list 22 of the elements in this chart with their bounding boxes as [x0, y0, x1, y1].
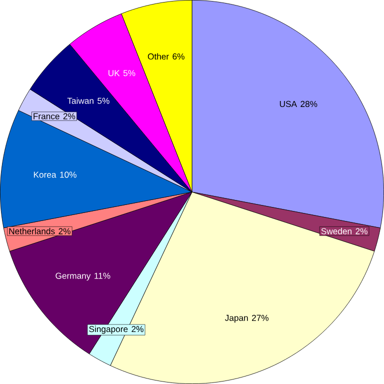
data-label: 5% — [123, 70, 136, 76]
data-label: 2% — [356, 228, 368, 234]
data-label: 2% — [132, 326, 144, 332]
data-label: 5% — [98, 98, 110, 104]
slice-label: Netherlands — [9, 228, 55, 234]
slice-label: Other — [148, 53, 169, 60]
slice-label: Taiwan — [67, 98, 94, 104]
slice-label: UK — [108, 70, 120, 76]
data-label: 10% — [60, 172, 76, 178]
slice-label: Japan — [225, 314, 248, 323]
data-label: 2% — [63, 113, 76, 120]
slice-label: Korea — [34, 172, 56, 178]
data-label: 11% — [94, 272, 110, 279]
slice-label: France — [34, 113, 60, 120]
data-label: 2% — [58, 228, 70, 234]
data-label: 27% — [252, 314, 269, 321]
slice-label: USA — [280, 100, 298, 108]
slice-label: Singapore — [89, 326, 128, 334]
slice-label: Germany — [56, 272, 91, 281]
slice-label: Sweden — [321, 228, 352, 234]
data-label: 6% — [172, 53, 184, 60]
data-label: 28% — [300, 100, 318, 108]
